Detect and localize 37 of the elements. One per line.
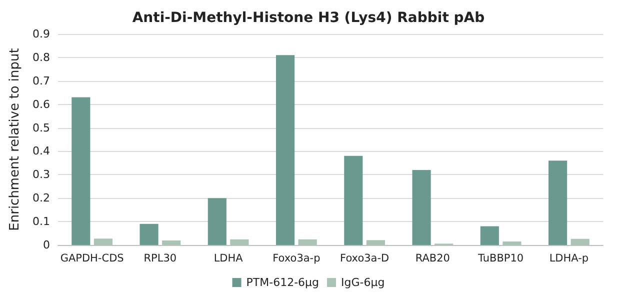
bar [548,160,568,245]
y-tick-label: 0.5 [32,121,50,134]
y-tick-label: 0.1 [32,215,50,228]
x-tick-label: GAPDH-CDS [60,252,124,264]
bar [230,239,249,245]
bar [162,240,181,245]
bar [72,97,90,245]
bar [570,238,590,245]
y-tick-label: 0.9 [32,28,50,40]
y-tick-label: 0.8 [32,50,50,64]
chart-title: Anti-Di-Methyl-Histone H3 (Lys4) Rabbit pAb [132,10,485,26]
bar [502,241,522,245]
bar [366,240,385,245]
legend-label: IgG-6μg [341,276,385,289]
bar [298,239,317,245]
bar [344,156,363,245]
x-tick-label: TuBBP10 [477,252,524,264]
x-tick-label: RPL30 [144,252,177,264]
bar [276,55,295,245]
x-tick-label: RAB20 [415,252,450,264]
y-axis-title: Enrichment relative to input [8,48,23,231]
y-tick-label: 0.7 [32,74,50,88]
x-tick-label: Foxo3a-p [272,252,321,264]
bar [94,238,112,245]
y-tick-label: 0.2 [32,192,50,205]
bar [140,224,158,245]
y-tick-label: 0.6 [32,98,50,111]
x-tick-label: LDHA [214,252,244,264]
bar [208,198,226,245]
y-tick-label: 0.3 [32,168,50,182]
legend-label: PTM-612-6μg [246,276,320,289]
bar [412,170,431,245]
y-tick-label: 0 [43,238,50,252]
x-tick-label: LDHA-p [549,252,589,264]
x-tick-label: Foxo3a-D [340,252,390,264]
bar [480,226,499,245]
y-tick-label: 0.4 [32,144,50,158]
